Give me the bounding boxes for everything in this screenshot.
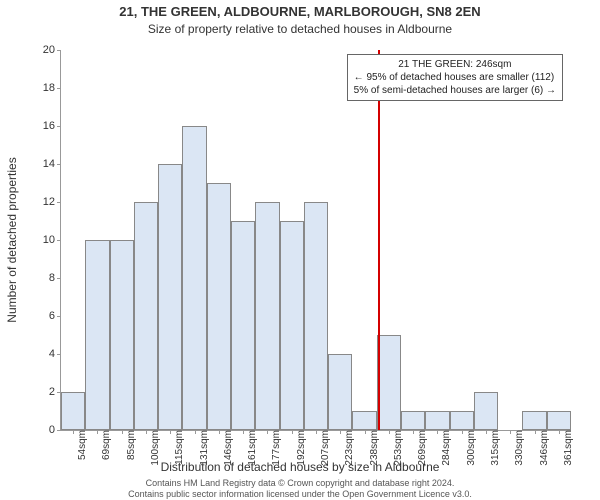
bar <box>304 202 328 430</box>
bar <box>231 221 255 430</box>
y-tick-label: 20 <box>25 44 61 56</box>
bar <box>522 411 546 430</box>
bar <box>110 240 134 430</box>
y-tick-mark <box>57 164 61 165</box>
bar <box>158 164 182 430</box>
y-axis-label: Number of detached properties <box>5 157 19 322</box>
y-tick-mark <box>57 316 61 317</box>
y-tick-mark <box>57 278 61 279</box>
y-tick-mark <box>57 88 61 89</box>
bar <box>450 411 474 430</box>
bar <box>474 392 498 430</box>
y-tick-mark <box>57 50 61 51</box>
y-tick-mark <box>57 126 61 127</box>
annotation-box: 21 THE GREEN: 246sqm← 95% of detached ho… <box>347 54 563 101</box>
bar <box>425 411 449 430</box>
annotation-line: 5% of semi-detached houses are larger (6… <box>354 84 556 97</box>
footer-line-1: Contains HM Land Registry data © Crown c… <box>146 478 455 488</box>
x-tick-label: 69sqm <box>97 430 112 460</box>
y-tick-label: 2 <box>25 386 61 398</box>
bar <box>182 126 206 430</box>
y-tick-label: 8 <box>25 272 61 284</box>
chart-title: 21, THE GREEN, ALDBOURNE, MARLBOROUGH, S… <box>0 4 600 19</box>
x-axis-label: Distribution of detached houses by size … <box>0 460 600 474</box>
bar <box>85 240 109 430</box>
y-tick-mark <box>57 240 61 241</box>
y-tick-label: 4 <box>25 348 61 360</box>
y-tick-mark <box>57 430 61 431</box>
bar <box>352 411 376 430</box>
annotation-line: ← 95% of detached houses are smaller (11… <box>354 71 556 84</box>
bar <box>61 392 85 430</box>
y-tick-label: 12 <box>25 196 61 208</box>
bar <box>134 202 158 430</box>
bar <box>207 183 231 430</box>
footer-text: Contains HM Land Registry data © Crown c… <box>0 478 600 500</box>
y-tick-label: 0 <box>25 424 61 436</box>
x-tick-label: 54sqm <box>73 430 88 460</box>
bar <box>280 221 304 430</box>
bar <box>328 354 352 430</box>
y-tick-label: 18 <box>25 82 61 94</box>
footer-line-2: Contains public sector information licen… <box>128 489 472 499</box>
y-tick-label: 14 <box>25 158 61 170</box>
y-tick-mark <box>57 202 61 203</box>
bar <box>255 202 279 430</box>
annotation-line: 21 THE GREEN: 246sqm <box>354 58 556 71</box>
plot-area: 0246810121416182054sqm69sqm85sqm100sqm11… <box>60 50 571 431</box>
y-tick-label: 10 <box>25 234 61 246</box>
y-tick-label: 6 <box>25 310 61 322</box>
chart-subtitle: Size of property relative to detached ho… <box>0 22 600 36</box>
bar <box>401 411 425 430</box>
bar <box>377 335 401 430</box>
chart-container: 21, THE GREEN, ALDBOURNE, MARLBOROUGH, S… <box>0 0 600 500</box>
y-tick-mark <box>57 354 61 355</box>
x-tick-label: 85sqm <box>122 430 137 460</box>
marker-line <box>378 50 380 430</box>
y-tick-label: 16 <box>25 120 61 132</box>
bar <box>547 411 571 430</box>
